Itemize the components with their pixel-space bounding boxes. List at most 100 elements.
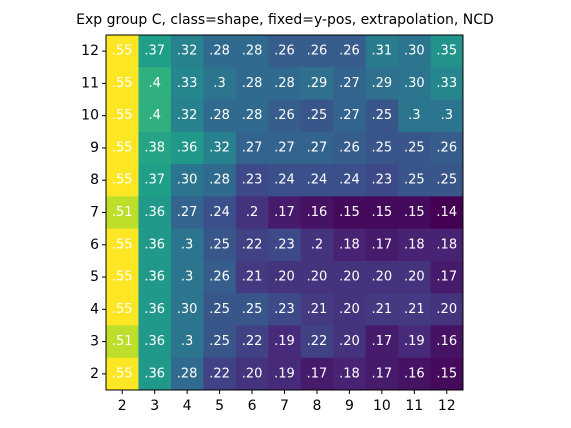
cell-label: .32 [209,140,230,155]
cell [300,196,334,230]
cell [138,260,172,294]
cell-label: .55 [112,237,133,252]
chart-title: Exp group C, class=shape, fixed=y-pos, e… [76,12,494,28]
cell-label: .24 [274,173,295,188]
cell-label: .55 [112,270,133,285]
cell [300,260,334,294]
cell-label: .15 [339,205,360,220]
cell-label: .25 [209,302,230,317]
cell [203,131,237,165]
cell-label: .26 [307,44,328,59]
cell [203,196,237,230]
cell [106,35,139,68]
cell [235,293,269,326]
x-tick-label: 8 [312,398,321,414]
cell-label: .27 [242,140,263,155]
cell-label: .26 [436,140,457,155]
cell [365,325,399,359]
cell [300,228,334,262]
cell-label: .26 [209,270,230,285]
cell-label: .24 [307,173,328,188]
cell [300,325,334,359]
cell-label: .25 [404,173,425,188]
cell [235,325,269,359]
cell-label: .22 [242,237,263,252]
cell [430,196,464,230]
cell-label: .24 [209,205,230,220]
cell [170,196,204,230]
cell [268,260,302,294]
cell-label: .28 [242,76,263,91]
x-tick-label: 12 [438,398,456,414]
cell-label: .27 [339,108,360,123]
y-tick-label: 11 [81,75,99,91]
cell-label: .29 [372,76,393,91]
cell-label: .26 [274,108,295,123]
cell-label: .14 [436,205,457,220]
cell-label: .30 [404,44,425,59]
cell [333,293,367,326]
y-tick-label: 2 [90,366,99,382]
cell-label: .30 [177,302,198,317]
cell [268,357,302,391]
cell [268,99,302,133]
cell-label: .36 [144,205,165,220]
cell-label: .22 [242,334,263,349]
y-tick-label: 9 [90,140,99,156]
cell-label: .15 [372,205,393,220]
cell [203,35,237,68]
cell-label: .26 [339,44,360,59]
cell-label: .15 [404,205,425,220]
cell-label: .27 [307,140,328,155]
cell-label: .36 [144,334,165,349]
cell-label: .21 [307,302,328,317]
cell-label: .36 [177,140,198,155]
y-tick-label: 3 [90,334,99,350]
cell-label: .36 [144,366,165,381]
cell [235,35,269,68]
cell [300,67,334,101]
cell [235,67,269,101]
cell-label: .25 [307,108,328,123]
cell [430,228,464,262]
cell [170,35,204,68]
cell-label: .24 [339,173,360,188]
cell-label: .20 [242,366,263,381]
cell [430,260,464,294]
cell [333,357,367,391]
cell [430,325,464,359]
cell-label: .22 [307,334,328,349]
cell-label: .26 [274,44,295,59]
cell-label: .28 [242,108,263,123]
cell-label: .55 [112,76,133,91]
cell-label: .25 [404,140,425,155]
cell-label: .19 [274,334,295,349]
cell-label: .36 [144,270,165,285]
cell [138,325,172,359]
cell [398,325,432,359]
cell [235,260,269,294]
cell [138,131,172,165]
cell [170,357,204,391]
cell [300,357,334,391]
y-tick-label: 7 [90,205,99,221]
cell-label: .16 [307,205,328,220]
cell [365,35,399,68]
x-tick-label: 6 [248,398,257,414]
cell [235,196,269,230]
cell-label: .30 [177,173,198,188]
y-tick-label: 8 [90,172,99,188]
cell-label: .20 [436,302,457,317]
cell [106,67,139,101]
cell [170,293,204,326]
cell [138,357,172,391]
cell-label: .17 [372,334,393,349]
x-tick-label: 5 [215,398,224,414]
y-tick-label: 5 [90,269,99,285]
cell [365,164,399,197]
cell-label: .15 [436,366,457,381]
cell-label: .23 [274,302,295,317]
cell [300,99,334,133]
cell [398,67,432,101]
